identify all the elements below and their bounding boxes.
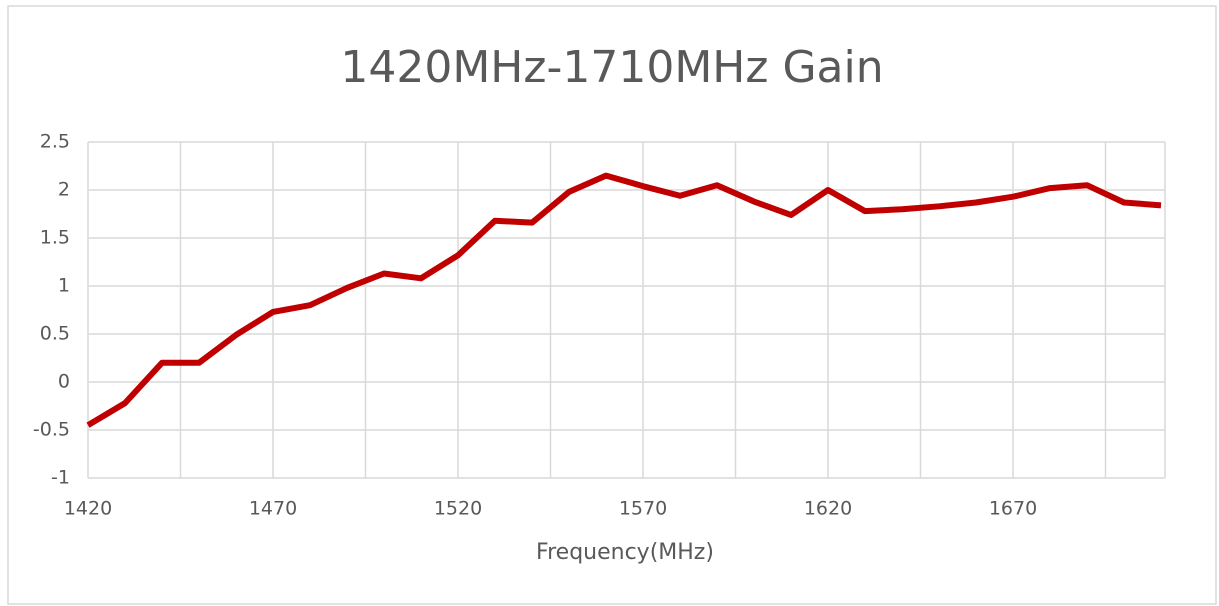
x-tick-label: 1420 (64, 498, 112, 520)
y-tick-label: -1 (51, 467, 70, 489)
y-tick-label: 1.5 (40, 227, 70, 249)
x-axis-label: Frequency(MHz) (536, 540, 714, 565)
x-tick-label: 1670 (989, 498, 1037, 520)
y-tick-label: 0.5 (40, 323, 70, 345)
x-tick-label: 1470 (249, 498, 297, 520)
y-tick-label: -0.5 (33, 419, 70, 441)
y-tick-label: 2.5 (40, 131, 70, 153)
y-tick-label: 0 (58, 371, 70, 393)
x-tick-label: 1570 (619, 498, 667, 520)
y-tick-label: 1 (58, 275, 70, 297)
x-tick-label: 1620 (804, 498, 852, 520)
y-tick-label: 2 (58, 179, 70, 201)
data-line (86, 172, 1162, 428)
x-tick-label: 1520 (434, 498, 482, 520)
chart-title: 1420MHz-1710MHz Gain (340, 42, 883, 93)
chart-frame (7, 5, 1217, 605)
